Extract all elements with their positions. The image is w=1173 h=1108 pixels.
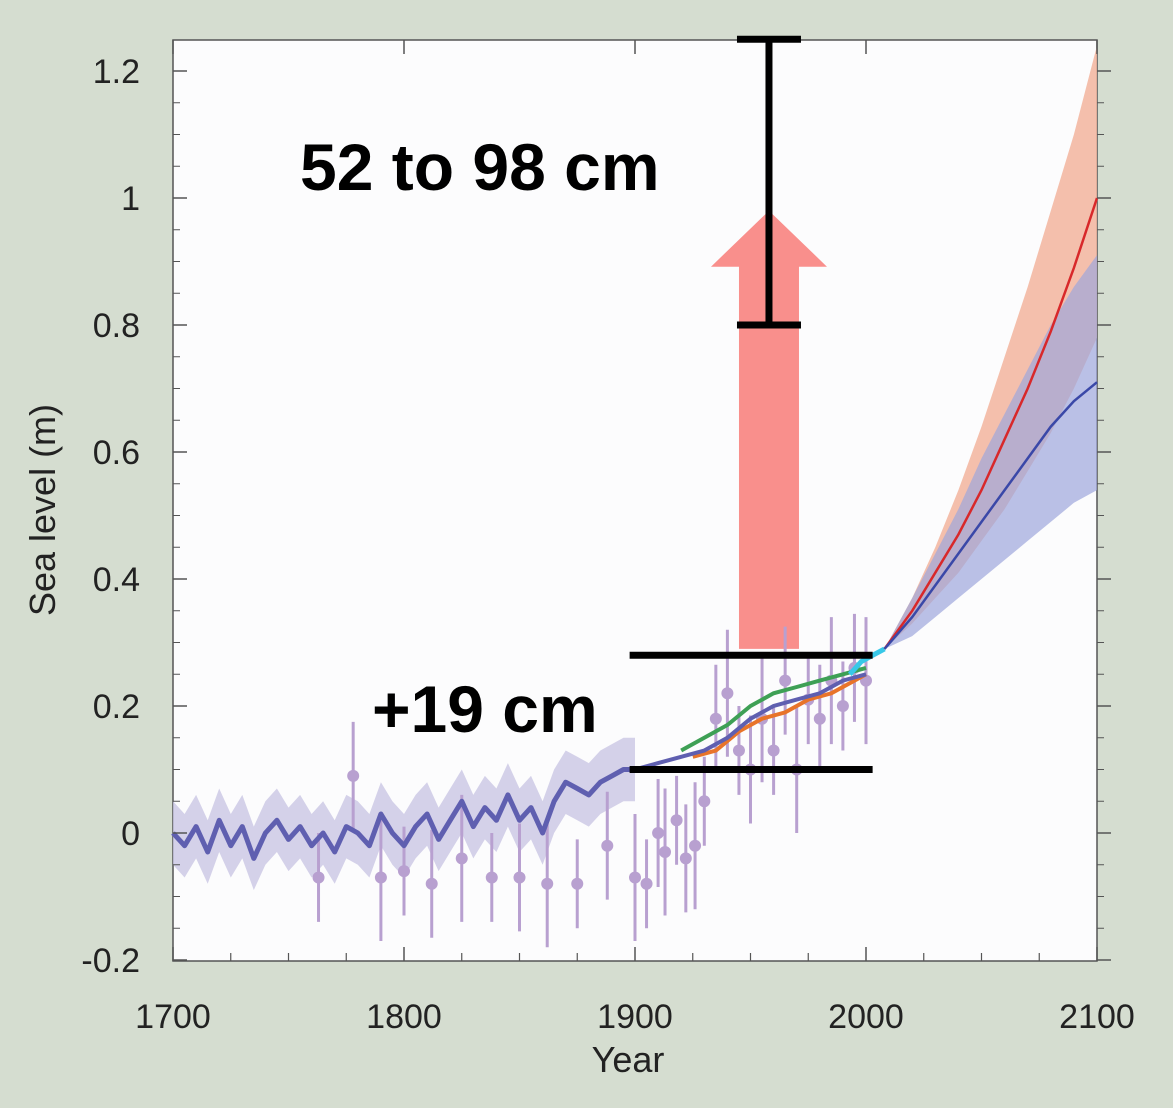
proxy-point: [541, 877, 554, 890]
lines-layer: [171, 197, 1099, 861]
proxy-point: [601, 839, 614, 852]
proxy-point: [698, 795, 711, 808]
arrow-layer: [710, 210, 827, 649]
reconstruction-line: [171, 767, 635, 861]
proxy-point: [455, 852, 468, 865]
low-scenario-band: [884, 255, 1097, 649]
proxy-point: [640, 877, 653, 890]
y-tick-label: 0: [121, 815, 140, 853]
proxy-layer: [312, 613, 872, 948]
x-tick-label: 1900: [597, 998, 673, 1036]
proxy-point: [374, 871, 387, 884]
proxy-point: [721, 687, 734, 700]
x-axis-title: Year: [592, 1039, 665, 1080]
tide-gauge-line-blue: [634, 672, 867, 772]
proxy-point: [836, 700, 849, 712]
proxy-point: [732, 744, 745, 757]
proxy-point: [398, 865, 410, 878]
low-scenario-line: [883, 381, 1098, 650]
y-tick-label: 0.4: [93, 561, 140, 599]
x-tick-label: 1700: [135, 998, 211, 1036]
plot-area: [172, 39, 1098, 962]
proxy-point: [347, 769, 360, 782]
annotation-layer: [629, 35, 873, 773]
high-scenario-line: [883, 197, 1099, 650]
proxy-point: [767, 744, 780, 757]
y-tick-label: 0.2: [93, 688, 140, 726]
proxy-point: [425, 877, 438, 890]
proxy-point: [652, 827, 665, 839]
proxy-point: [813, 712, 826, 725]
y-tick-label: -0.2: [81, 942, 140, 980]
y-tick-label: 0.8: [93, 307, 140, 345]
historic-label: +19 cm: [372, 672, 598, 746]
proxy-point: [312, 871, 325, 884]
proxy-point: [629, 871, 641, 884]
rise-arrow: [710, 210, 827, 649]
proxy-point: [513, 871, 526, 884]
tide-gauge-line-green: [680, 665, 867, 753]
proxy-point: [709, 712, 722, 725]
rise-label: 52 to 98 cm: [300, 130, 660, 204]
reconstruction-band: [173, 737, 635, 891]
x-tick-label: 2000: [828, 998, 904, 1036]
proxy-point: [571, 877, 584, 890]
bands-layer: [173, 45, 1097, 891]
x-tick-label: 2100: [1059, 998, 1135, 1036]
proxy-point: [779, 674, 792, 687]
proxy-point: [670, 814, 683, 827]
y-tick-label: 1: [121, 180, 140, 218]
proxy-point: [485, 871, 498, 884]
y-tick-label: 0.6: [93, 434, 140, 472]
x-tick-label: 1800: [366, 998, 442, 1036]
tide-gauge-line-orange: [692, 672, 867, 759]
proxy-point: [689, 839, 702, 852]
proxy-point: [659, 846, 672, 859]
axes-layer: 1700 1800 1900 2000 2100 -0.2 0 0.2 0.4 0.6 0.8 1 1.…: [81, 40, 1135, 1036]
proxy-point: [679, 852, 692, 865]
y-tick-label: 1.2: [93, 53, 140, 91]
y-axis-title: Sea level (m): [22, 404, 63, 616]
